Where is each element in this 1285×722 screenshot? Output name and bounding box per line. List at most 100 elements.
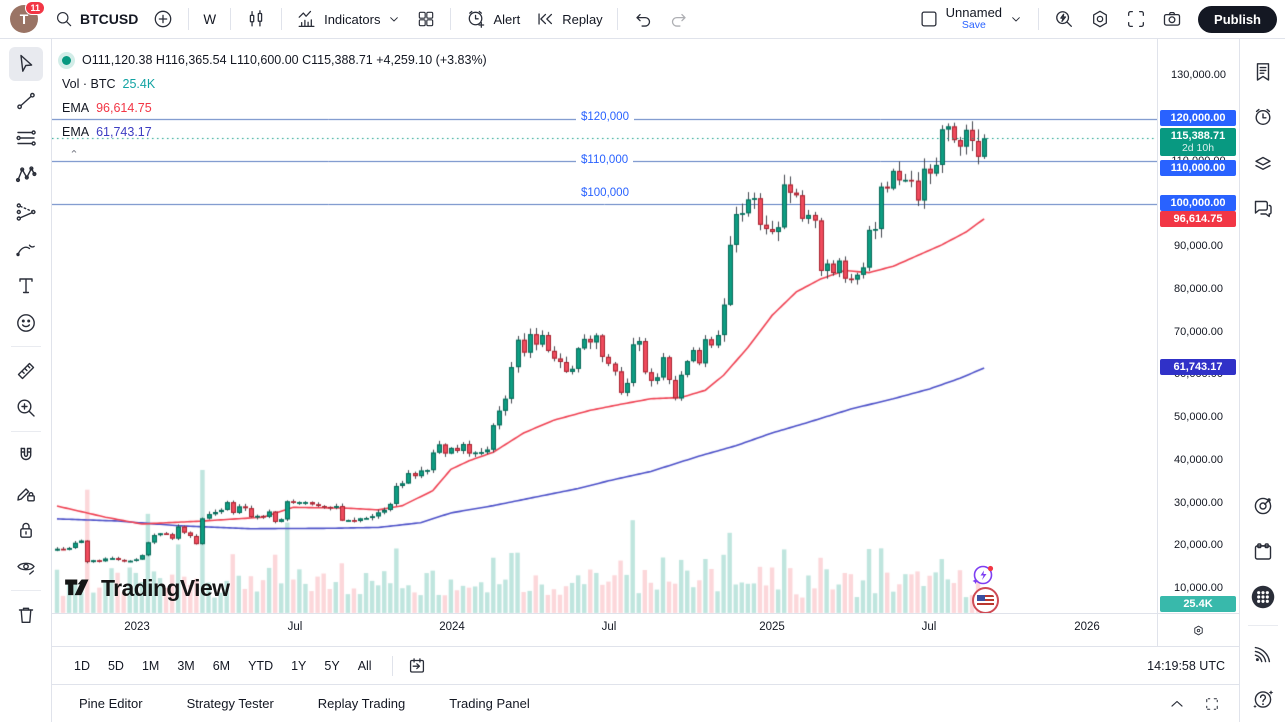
chat-tool-button[interactable] bbox=[1246, 192, 1280, 226]
range-button-1y[interactable]: 1Y bbox=[291, 658, 307, 673]
object-tree-tool-button[interactable] bbox=[1246, 146, 1280, 180]
draw-lock-tool-button[interactable] bbox=[9, 476, 43, 510]
notification-badge: 11 bbox=[25, 0, 45, 15]
tab-replay-trading[interactable]: Replay Trading bbox=[317, 696, 406, 711]
range-button-3m[interactable]: 3M bbox=[177, 658, 195, 673]
range-button-1d[interactable]: 1D bbox=[74, 658, 90, 673]
apps-grid-tool-button[interactable] bbox=[1246, 580, 1280, 614]
price-level-label[interactable]: $120,000 bbox=[576, 110, 634, 123]
magnet-tool-button[interactable] bbox=[9, 439, 43, 473]
replay-icon bbox=[534, 8, 556, 30]
price-level-label[interactable]: $100,000 bbox=[576, 187, 634, 200]
legend-ema1-row[interactable]: EMA 96,614.75 bbox=[62, 96, 487, 120]
price-axis-badge: 110,000.00 bbox=[1160, 159, 1236, 176]
maximize-panel-icon[interactable] bbox=[1203, 695, 1221, 713]
screener-tool-button[interactable] bbox=[1246, 489, 1280, 523]
broadcast-tool-button[interactable] bbox=[1246, 637, 1280, 671]
tab-strategy-tester[interactable]: Strategy Tester bbox=[186, 696, 274, 711]
emoji-tool-button[interactable] bbox=[9, 306, 43, 340]
price-chart-canvas[interactable] bbox=[52, 39, 1157, 646]
zoom-in-tool-button[interactable] bbox=[9, 391, 43, 425]
legend-volume-row[interactable]: Vol · BTC 25.4K bbox=[62, 72, 487, 96]
legend-ema2-row[interactable]: EMA 61,743.17 bbox=[62, 120, 487, 144]
user-avatar[interactable]: T 11 bbox=[10, 0, 45, 34]
trend-line-tool-button[interactable] bbox=[9, 84, 43, 118]
search-icon bbox=[54, 9, 74, 29]
alerts-tool-button[interactable] bbox=[1246, 101, 1280, 135]
range-button-ytd[interactable]: YTD bbox=[248, 658, 274, 673]
undo-button[interactable] bbox=[625, 4, 661, 34]
alert-clock-icon bbox=[465, 8, 487, 30]
xabcd-pattern-tool-button[interactable] bbox=[9, 158, 43, 192]
indicators-button[interactable]: Indicators bbox=[289, 4, 409, 34]
lock-icon bbox=[14, 518, 38, 542]
layout-manager-button[interactable]: Unnamed Save bbox=[911, 2, 1031, 36]
quick-search-icon bbox=[1053, 8, 1075, 30]
chart-style-button[interactable] bbox=[238, 4, 274, 34]
fullscreen-button[interactable] bbox=[1118, 4, 1154, 34]
xabcd-pattern-icon bbox=[14, 163, 38, 187]
layout-grid-icon bbox=[416, 9, 436, 29]
tab-trading-panel[interactable]: Trading Panel bbox=[449, 696, 530, 711]
hide-drawings-tool-button[interactable] bbox=[9, 550, 43, 584]
price-scale-settings-icon[interactable] bbox=[1191, 623, 1206, 638]
go-to-date-button[interactable] bbox=[403, 652, 431, 680]
range-button-6m[interactable]: 6M bbox=[212, 658, 231, 673]
help-tool-button[interactable] bbox=[1246, 682, 1280, 716]
interval-button[interactable]: W bbox=[196, 8, 223, 31]
emoji-icon bbox=[14, 311, 38, 335]
ruler-tool-button[interactable] bbox=[9, 354, 43, 388]
us-economic-event-icon[interactable] bbox=[972, 587, 999, 614]
hide-drawings-icon bbox=[14, 555, 38, 579]
bar-replay-button[interactable]: Replay bbox=[527, 4, 609, 34]
axis-settings-corner[interactable] bbox=[1157, 613, 1239, 646]
text-tool-tool-button[interactable] bbox=[9, 269, 43, 303]
range-button-all[interactable]: All bbox=[357, 658, 372, 673]
range-button-5d[interactable]: 5D bbox=[107, 658, 124, 673]
price-axis[interactable]: 10,000.00 20,000.00 30,000.00 40,000.00 50,0… bbox=[1157, 39, 1239, 646]
range-button-1m[interactable]: 1M bbox=[141, 658, 160, 673]
crypto-event-icon[interactable] bbox=[970, 562, 996, 588]
compare-add-symbol-button[interactable] bbox=[145, 4, 181, 34]
symbol-search-button[interactable]: BTCUSD bbox=[47, 5, 145, 33]
redo-button[interactable] bbox=[661, 4, 697, 34]
layout-name: Unnamed bbox=[945, 5, 1003, 21]
watchlist-tool-button[interactable] bbox=[1246, 55, 1280, 89]
calendar-tool-button[interactable] bbox=[1246, 535, 1280, 569]
price-axis-label: 50,000.00 bbox=[1174, 411, 1223, 423]
indicators-label: Indicators bbox=[324, 11, 381, 27]
camera-icon bbox=[1161, 8, 1183, 30]
legend-collapse-button[interactable]: ⌃ bbox=[69, 149, 79, 161]
watchlist-icon bbox=[1251, 60, 1275, 84]
symbol-name: BTCUSD bbox=[80, 11, 139, 27]
cursor-tool-button[interactable] bbox=[8, 46, 43, 81]
draw-lock-icon bbox=[14, 481, 38, 505]
quick-search-button[interactable] bbox=[1046, 4, 1082, 34]
price-axis-badge: 25.4K bbox=[1160, 595, 1236, 612]
layout-save-link[interactable]: Save bbox=[961, 19, 986, 32]
create-alert-button[interactable]: Alert bbox=[458, 4, 527, 34]
ema1-value: 96,614.75 bbox=[96, 101, 152, 115]
tab-pine-editor[interactable]: Pine Editor bbox=[79, 696, 143, 711]
price-axis-label: 20,000.00 bbox=[1174, 539, 1223, 552]
time-axis-label: Jul bbox=[921, 621, 937, 633]
range-button-5y[interactable]: 5Y bbox=[324, 658, 340, 673]
fib-retracement-tool-button[interactable] bbox=[9, 121, 43, 155]
legend-symbol-row[interactable]: O111,120.38 H116,365.54 L110,600.00 C115… bbox=[62, 48, 487, 72]
chart-settings-button[interactable] bbox=[1082, 4, 1118, 34]
price-level-label[interactable]: $110,000 bbox=[576, 153, 634, 166]
snapshot-button[interactable] bbox=[1154, 4, 1190, 34]
forecast-tool-tool-button[interactable] bbox=[9, 195, 43, 229]
publish-button[interactable]: Publish bbox=[1198, 5, 1277, 33]
layout-templates-button[interactable] bbox=[409, 5, 443, 33]
date-ranges-toolbar: 1D 5D 1M 3M 6M YTD 1Y 5Y All 14:19:58 UTC bbox=[0, 646, 1239, 684]
clock-utc[interactable]: 14:19:58 UTC bbox=[1147, 658, 1225, 673]
time-axis[interactable]: 2023 Jul 2024 Jul 2025 Jul 2026 bbox=[52, 613, 1157, 646]
trash-tool-button[interactable] bbox=[9, 598, 43, 632]
layout-name-wrap[interactable]: Unnamed Save bbox=[945, 5, 1003, 32]
chevron-down-icon bbox=[1008, 11, 1024, 27]
lock-tool-button[interactable] bbox=[9, 513, 43, 547]
chart-pane[interactable] bbox=[52, 39, 1157, 646]
expand-panel-icon[interactable] bbox=[1167, 694, 1187, 714]
brush-tool-button[interactable] bbox=[9, 232, 43, 266]
